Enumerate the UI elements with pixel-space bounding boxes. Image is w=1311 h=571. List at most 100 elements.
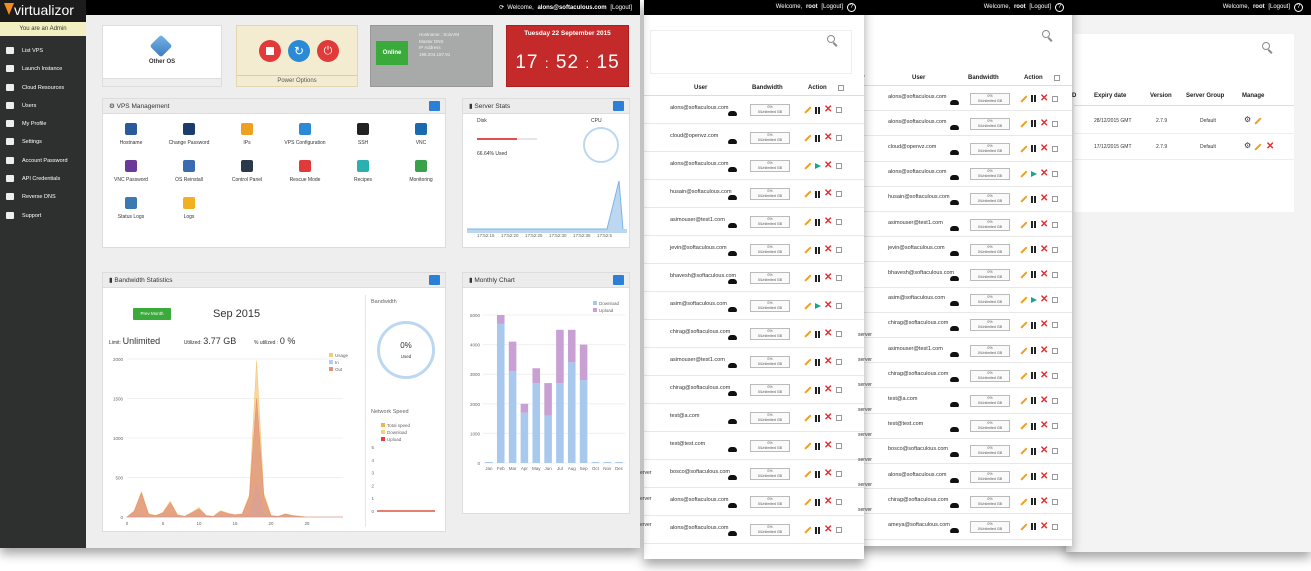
edit-icon[interactable] bbox=[804, 526, 812, 534]
delete-icon[interactable]: ✕ bbox=[1040, 168, 1049, 180]
logout-link[interactable]: [Logout] bbox=[610, 5, 632, 11]
pause-icon[interactable] bbox=[1031, 422, 1036, 430]
start-icon[interactable] bbox=[1031, 170, 1037, 177]
row-user[interactable]: cloud@openvz.com bbox=[888, 143, 937, 150]
row-user[interactable]: jevin@softaculous.com bbox=[670, 245, 727, 251]
pause-icon[interactable] bbox=[815, 442, 820, 450]
delete-icon[interactable]: ✕ bbox=[1040, 193, 1049, 205]
row-user[interactable]: asimouser@test1.com bbox=[670, 357, 725, 363]
table-row[interactable]: test@test.com 0% 0/Unlimited GB ✕ bbox=[858, 414, 1072, 439]
row-user[interactable]: chirag@softaculous.com bbox=[888, 370, 949, 377]
edit-icon[interactable] bbox=[1020, 321, 1028, 330]
col-header-group[interactable]: Server Group bbox=[1186, 93, 1225, 99]
sidebar-item[interactable]: List VPS bbox=[0, 42, 86, 60]
row-user[interactable]: alons@softaculous.com bbox=[670, 105, 729, 111]
table-row[interactable]: chirag@softaculous.com 0% 0/Unlimited GB ✕ bbox=[858, 363, 1072, 389]
row-user[interactable]: bosco@softaculous.com bbox=[888, 446, 949, 453]
row-user[interactable]: husain@softaculous.com bbox=[888, 194, 950, 201]
vps-tool-label[interactable]: Hostname bbox=[119, 140, 143, 146]
edit-icon[interactable] bbox=[1020, 422, 1028, 430]
pause-icon[interactable] bbox=[1031, 221, 1036, 229]
edit-icon[interactable] bbox=[1020, 397, 1028, 405]
pause-icon[interactable] bbox=[1031, 271, 1036, 279]
table-row[interactable]: asimouser@test1.com 0% 0/Unlimited GB ✕ bbox=[644, 348, 864, 376]
pause-icon[interactable] bbox=[1031, 498, 1036, 506]
delete-icon[interactable]: ✕ bbox=[824, 188, 833, 199]
vps-tool-icon[interactable] bbox=[357, 123, 369, 135]
row-user[interactable]: asimouser@test1.com bbox=[888, 219, 943, 226]
search-icon[interactable] bbox=[1262, 42, 1274, 54]
vps-tool-icon[interactable] bbox=[183, 160, 195, 172]
vps-tool-icon[interactable] bbox=[357, 160, 369, 172]
row-checkbox[interactable] bbox=[836, 359, 842, 365]
row-checkbox[interactable] bbox=[836, 303, 842, 309]
vps-tool-icon[interactable] bbox=[299, 160, 311, 172]
table-row[interactable]: asimouser@test1.com 0% 0/Unlimited GB ✕ bbox=[644, 208, 864, 236]
delete-icon[interactable]: ✕ bbox=[824, 244, 833, 255]
vps-tool-icon[interactable] bbox=[415, 123, 427, 135]
row-checkbox[interactable] bbox=[1052, 397, 1058, 404]
pause-icon[interactable] bbox=[1031, 120, 1036, 128]
row-checkbox[interactable] bbox=[836, 499, 842, 505]
pause-icon[interactable] bbox=[815, 218, 820, 226]
power-button[interactable]: ⏻ bbox=[317, 40, 339, 62]
row-user[interactable]: asimouser@test1.com bbox=[670, 217, 725, 223]
vps-tool-icon[interactable] bbox=[183, 123, 195, 135]
edit-icon[interactable] bbox=[804, 498, 812, 506]
help-icon[interactable]: ? bbox=[1055, 3, 1064, 12]
pause-icon[interactable] bbox=[1031, 95, 1036, 103]
pause-icon[interactable] bbox=[815, 106, 820, 114]
table-row[interactable]: test@a.com 0% 0/Unlimited GB ✕ bbox=[858, 388, 1072, 414]
vps-tool-label[interactable]: Control Panel bbox=[231, 177, 263, 183]
vps-tool-label[interactable]: Change Password bbox=[168, 140, 210, 146]
pause-icon[interactable] bbox=[815, 498, 820, 506]
pause-icon[interactable] bbox=[1031, 473, 1036, 481]
help-icon[interactable]: ? bbox=[1294, 3, 1303, 12]
row-checkbox[interactable] bbox=[1052, 120, 1058, 127]
row-checkbox[interactable] bbox=[1052, 297, 1058, 304]
sidebar-item[interactable]: Account Password bbox=[0, 152, 86, 170]
pause-icon[interactable] bbox=[815, 330, 820, 338]
edit-icon[interactable] bbox=[804, 414, 812, 422]
edit-icon[interactable] bbox=[1020, 246, 1028, 254]
row-checkbox[interactable] bbox=[1052, 171, 1058, 178]
col-header-user[interactable]: User bbox=[694, 85, 708, 91]
pause-icon[interactable] bbox=[1031, 347, 1036, 355]
delete-icon[interactable]: ✕ bbox=[824, 496, 833, 507]
row-user[interactable]: alons@softaculous.com bbox=[670, 525, 729, 531]
table-row[interactable]: cloud@openvz.com 0% 0/Unlimited GB ✕ bbox=[858, 136, 1072, 162]
gear-icon[interactable]: ⚙ bbox=[1244, 141, 1252, 150]
row-user[interactable]: asim@softaculous.com bbox=[888, 295, 945, 302]
table-row[interactable]: chirag@softaculous.com 0% 0/Unlimited GB ✕ bbox=[644, 376, 864, 404]
edit-icon[interactable] bbox=[804, 190, 812, 198]
restart-button[interactable]: ↻ bbox=[288, 40, 310, 62]
table-row[interactable]: test@test.com 0% 0/Unlimited GB ✕ bbox=[644, 432, 864, 460]
pause-icon[interactable] bbox=[1031, 246, 1036, 254]
table-row[interactable]: jevin@softaculous.com 0% 0/Unlimited GB ✕ bbox=[858, 237, 1072, 263]
delete-icon[interactable]: ✕ bbox=[1040, 294, 1049, 306]
vps-tool-icon[interactable] bbox=[299, 123, 311, 135]
delete-icon[interactable]: ✕ bbox=[1040, 142, 1049, 154]
row-checkbox[interactable] bbox=[836, 387, 842, 393]
delete-icon[interactable]: ✕ bbox=[824, 468, 833, 479]
pause-icon[interactable] bbox=[1031, 145, 1036, 153]
row-user[interactable]: alons@softaculous.com bbox=[888, 169, 947, 176]
table-row[interactable]: asim@softaculous.com 0% 0/Unlimited GB ✕ bbox=[858, 288, 1072, 313]
row-user[interactable]: husain@softaculous.com bbox=[670, 189, 732, 195]
row-user[interactable]: jevin@softaculous.com bbox=[888, 244, 945, 251]
table-row[interactable]: bhavesh@softaculous.com 0% 0/Unlimited GB ✕ bbox=[644, 264, 864, 292]
pause-icon[interactable] bbox=[815, 386, 820, 394]
pause-icon[interactable] bbox=[815, 526, 820, 534]
delete-icon[interactable]: ✕ bbox=[1266, 141, 1275, 152]
vps-tool-label[interactable]: SSH bbox=[357, 140, 369, 146]
table-row[interactable]: asimouser@test1.com 0% 0/Unlimited GB ✕ bbox=[858, 338, 1072, 364]
table-row[interactable]: test@a.com 0% 0/Unlimited GB ✕ bbox=[644, 404, 864, 432]
delete-icon[interactable]: ✕ bbox=[824, 104, 833, 115]
start-icon[interactable] bbox=[815, 302, 821, 309]
vps-tool-label[interactable]: Recipes bbox=[353, 177, 373, 183]
edit-icon[interactable] bbox=[804, 162, 812, 170]
